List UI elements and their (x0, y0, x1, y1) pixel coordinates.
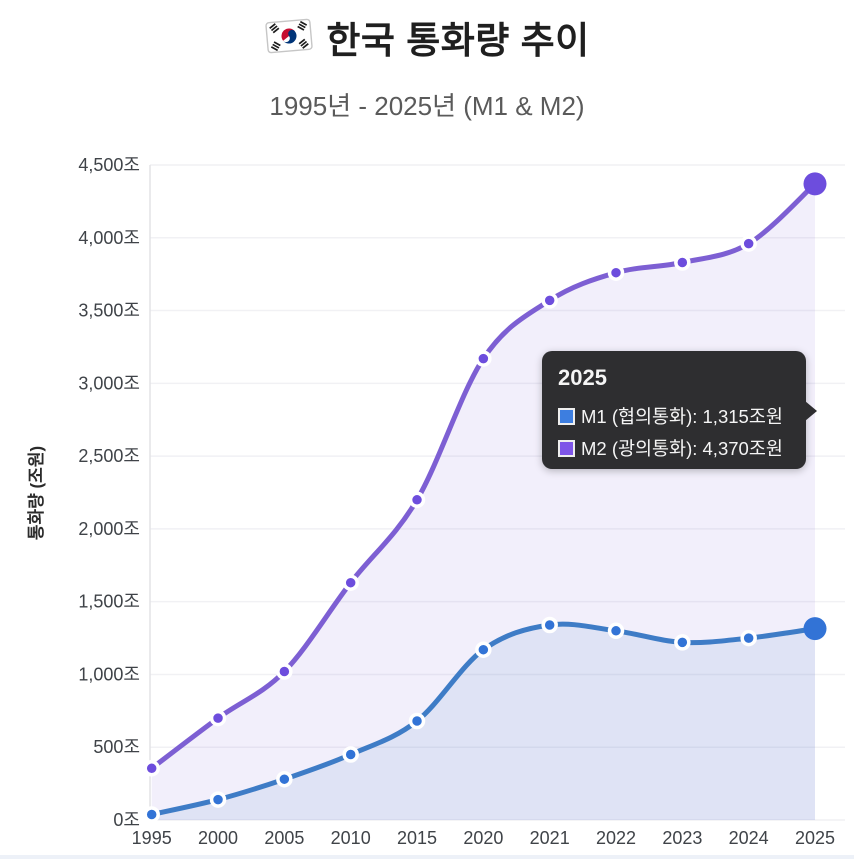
south-korea-flag-icon (264, 17, 314, 57)
tooltip-row-m2: M2 (광의통화): 4,370조원 (558, 435, 790, 461)
y-tick-label: 1,500조 (78, 592, 140, 612)
data-point-m2-2005[interactable] (276, 663, 293, 680)
x-tick-label: 2000 (198, 828, 238, 848)
y-tick-label: 3,500조 (78, 301, 140, 321)
data-point-m1-2023[interactable] (674, 634, 691, 651)
data-point-m1-2022[interactable] (607, 622, 625, 640)
m2-swatch-icon (558, 439, 575, 457)
data-point-m1-1995[interactable] (143, 806, 160, 823)
data-point-m2-1995[interactable] (143, 760, 160, 777)
series-area-m2 (151, 183, 815, 820)
data-point-m2-2015[interactable] (408, 491, 426, 509)
bottom-strip (0, 855, 854, 859)
page-subtitle: 1995년 - 2025년 (M1 & M2) (269, 91, 585, 121)
tooltip-m1-text: M1 (협의통화): 1,315조원 (581, 406, 783, 427)
data-point-m2-2024[interactable] (740, 235, 757, 252)
y-tick-label: 4,500조 (78, 155, 140, 175)
data-point-m1-2021[interactable] (541, 616, 558, 634)
y-tick-label: 0조 (113, 810, 140, 830)
tooltip-row-m1: M1 (협의통화): 1,315조원 (558, 403, 790, 429)
x-tick-label: 2015 (397, 828, 437, 848)
chart-area: 0조 500조 1,000조 1,500조 2,000조 2,500조 3,000조 3,50… (0, 120, 854, 859)
tooltip-title: 2025 (558, 365, 607, 390)
data-point-m2-2020[interactable] (475, 350, 492, 367)
m1-swatch-icon (558, 407, 575, 425)
x-tick-label: 2020 (463, 828, 503, 848)
data-point-m2-2022[interactable] (607, 264, 625, 281)
y-axis-title: 통화량 (조원) (27, 446, 46, 540)
data-point-m1-2015[interactable] (408, 712, 426, 730)
header: 한국 통화량 추이 1995년 - 2025년 (M1 & M2) (0, 0, 854, 123)
x-tick-label: 2005 (264, 828, 304, 848)
data-point-m2-2025[interactable] (803, 172, 827, 196)
page-title: 한국 통화량 추이 (326, 20, 590, 61)
x-tick-label: 2023 (662, 828, 702, 848)
data-point-m2-2023[interactable] (674, 254, 691, 271)
x-tick-label: 2010 (331, 828, 371, 848)
tooltip: 2025 M1 (협의통화): 1,315조원 M2 (광의통화): 4,370… (542, 351, 817, 469)
data-point-m2-2021[interactable] (541, 292, 558, 309)
y-tick-label: 3,000조 (78, 373, 140, 393)
data-point-m1-2010[interactable] (342, 746, 359, 763)
y-tick-label: 2,000조 (78, 519, 140, 539)
data-point-m1-2000[interactable] (209, 791, 227, 808)
data-point-m2-2010[interactable] (342, 574, 359, 591)
data-point-m2-2000[interactable] (209, 709, 227, 727)
tooltip-arrow (805, 401, 817, 421)
chart-svg: 0조 500조 1,000조 1,500조 2,000조 2,500조 3,000조 3,50… (27, 155, 845, 848)
y-tick-label: 1,000조 (78, 664, 140, 684)
title-row: 한국 통화량 추이 (0, 0, 854, 64)
data-point-m1-2020[interactable] (475, 641, 492, 658)
y-tick-label: 500조 (93, 737, 140, 757)
x-tick-label: 2022 (596, 828, 636, 848)
y-tick-label: 4,000조 (78, 228, 140, 248)
x-tick-label: 1995 (132, 828, 172, 848)
x-tick-label: 2025 (795, 828, 835, 848)
x-tick-label: 2021 (530, 828, 570, 848)
y-tick-label: 2,500조 (78, 446, 140, 466)
series-line-m2 (149, 181, 818, 771)
x-tick-label: 2024 (729, 828, 769, 848)
data-point-m1-2024[interactable] (740, 629, 757, 647)
data-point-m1-2025[interactable] (803, 617, 827, 641)
data-point-m1-2005[interactable] (276, 770, 293, 788)
series-area-m1 (151, 624, 815, 820)
tooltip-m2-text: M2 (광의통화): 4,370조원 (581, 438, 783, 459)
